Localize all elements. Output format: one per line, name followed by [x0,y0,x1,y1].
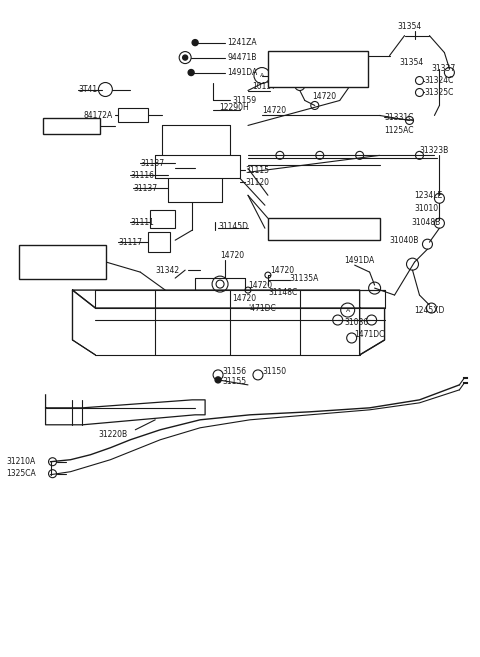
Text: 31331C: 31331C [384,113,414,122]
Text: 31148C: 31148C [268,288,297,296]
Text: 31137: 31137 [133,184,157,193]
Circle shape [188,70,194,76]
Text: 1241ZA: 1241ZA [227,38,257,47]
FancyBboxPatch shape [268,218,380,240]
Text: 31318B: 31318B [308,221,337,231]
Text: 1491DA: 1491DA [227,68,257,77]
Text: 84172A: 84172A [84,111,113,120]
Text: 31116: 31116 [130,171,154,180]
Text: 31220B: 31220B [98,430,128,440]
Circle shape [183,55,188,60]
Text: 31150: 31150 [262,367,286,376]
Text: 1325CA: 1325CA [7,469,36,478]
Text: 94460: 94460 [45,122,69,131]
Polygon shape [148,232,170,252]
Text: 31145D: 31145D [218,221,248,231]
Text: 1471DC: 1471DC [355,330,385,340]
Text: 14720: 14720 [312,92,336,101]
Text: ACCUMULATOR: ACCUMULATOR [271,225,342,234]
Text: 31120: 31120 [245,178,269,187]
Text: 31354: 31354 [399,58,424,67]
Text: 31115: 31115 [245,166,269,175]
Text: 14720: 14720 [220,251,244,260]
Text: 1234LE: 1234LE [415,191,443,200]
Text: 31137: 31137 [140,159,165,168]
Text: 31337: 31337 [432,64,456,73]
Text: 31354: 31354 [397,22,422,31]
Text: 14720: 14720 [270,265,294,275]
Text: VAPOR: VAPOR [26,265,58,275]
Text: 31117: 31117 [119,238,143,246]
FancyBboxPatch shape [268,51,368,87]
Text: 31111: 31111 [130,217,154,227]
Circle shape [192,39,198,45]
Text: 31155: 31155 [222,377,246,386]
FancyBboxPatch shape [43,118,100,135]
Text: 1245XD: 1245XD [415,306,445,315]
Text: RETURN: RETURN [278,72,317,81]
FancyBboxPatch shape [19,245,107,279]
Polygon shape [119,108,148,122]
Polygon shape [150,210,175,228]
Text: 31323B: 31323B [420,146,449,155]
Text: TUBE-FUEL: TUBE-FUEL [23,254,72,263]
Text: 12290H: 12290H [219,103,249,112]
Text: TUBE-FUEL: TUBE-FUEL [272,60,324,69]
Text: 14720: 14720 [262,106,286,115]
Text: A: A [260,73,264,78]
Text: 3T41: 3T41 [78,85,97,94]
Text: 31325C: 31325C [424,88,454,97]
Text: 31036: 31036 [345,317,369,327]
Text: 31040B: 31040B [390,236,419,244]
Text: 31210A: 31210A [7,457,36,466]
Text: 31010: 31010 [415,204,439,213]
Text: 94471B: 94471B [227,53,256,62]
Text: 3'334B: 3'334B [318,76,345,85]
Text: 31324C: 31324C [424,76,454,85]
Text: 31135A: 31135A [290,273,319,283]
Text: 14720: 14720 [232,294,256,303]
Circle shape [215,377,221,383]
Text: 1491DA: 1491DA [345,256,375,265]
Text: 14720: 14720 [248,281,272,290]
Text: '471DC: '471DC [248,304,276,313]
Text: 1125AC: 1125AC [384,126,414,135]
Text: 31156: 31156 [222,367,246,376]
Text: '4720: '4720 [330,58,351,67]
Text: 31048B: 31048B [411,217,441,227]
Text: 10137: 10137 [252,82,276,91]
Text: 31342: 31342 [155,265,180,275]
Text: 31159: 31159 [232,96,256,105]
Text: A: A [346,307,350,313]
